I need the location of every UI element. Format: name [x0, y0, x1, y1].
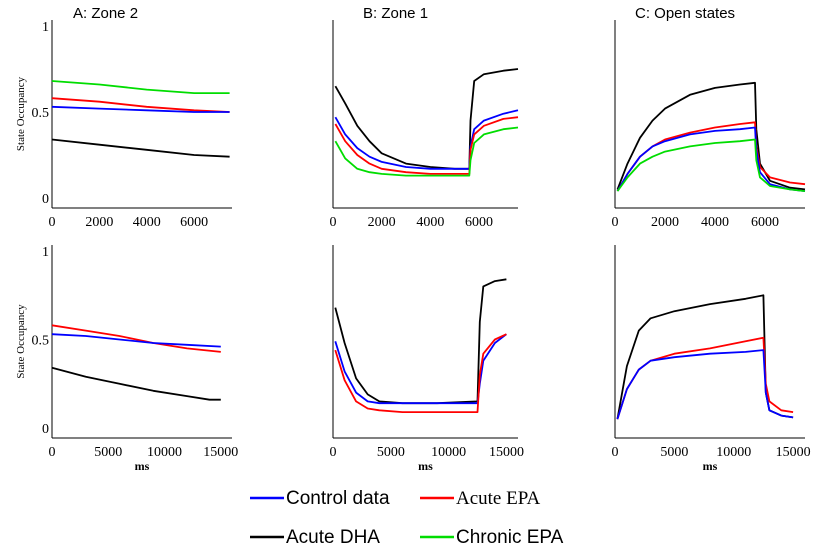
series-line-acute-epa — [334, 116, 519, 175]
panel-B-top: B: Zone 1 0 2000 4000 6000 — [330, 5, 519, 230]
series-line-acute-dha — [51, 138, 230, 158]
x-tick-label: 0 — [612, 445, 619, 460]
x-tick-label: 4000 — [701, 215, 729, 230]
y-tick-label: 0.5 — [32, 106, 50, 121]
series-line-chronic-epa — [334, 126, 519, 177]
x-tick-label: 2000 — [651, 215, 679, 230]
x-tick-label: 0 — [330, 445, 337, 460]
series-line-acute-dha — [616, 81, 806, 191]
series-line-acute-dha — [334, 278, 507, 405]
series-line-control-data — [334, 333, 507, 405]
x-tick-label: 4000 — [133, 215, 161, 230]
y-tick-label: 0 — [42, 422, 49, 437]
legend-label: Acute DHA — [286, 527, 380, 548]
series-line-acute-epa — [616, 336, 794, 420]
x-tick-label: 5000 — [94, 445, 122, 460]
panel-title: C: Open states — [635, 5, 735, 22]
series-line-acute-dha — [51, 366, 221, 401]
series-line-control-data — [51, 105, 230, 113]
legend-item-control-data: Control data — [250, 488, 390, 509]
panel-A-top: A: Zone 2 0 2000 4000 6000 0 0.5 1 State Occupan… — [15, 5, 232, 230]
panel-B-bottom: 0 5000 10000 15000 ms — [330, 245, 524, 473]
panel-title: B: Zone 1 — [363, 5, 428, 22]
x-tick-label: 6000 — [465, 215, 493, 230]
y-tick-label: 1 — [42, 245, 49, 260]
x-tick-label: 2000 — [85, 215, 113, 230]
x-axis-label: ms — [418, 459, 433, 473]
series-line-chronic-epa — [616, 138, 806, 192]
chart-panels: A: Zone 2 0 2000 4000 6000 0 0.5 1 State Occupan… — [15, 5, 811, 473]
legend-label: Control data — [286, 488, 390, 509]
y-axis-label: State Occupancy — [15, 304, 27, 379]
panel-title: A: Zone 2 — [73, 5, 138, 22]
series-line-chronic-epa — [51, 80, 230, 94]
x-tick-label: 15000 — [776, 445, 811, 460]
series-line-acute-epa — [51, 97, 230, 113]
legend-label: Chronic EPA — [456, 527, 564, 548]
series-line-acute-epa — [616, 121, 806, 192]
series-line-control-data — [334, 109, 519, 170]
panel-C-top: C: Open states 0 2000 4000 6000 — [612, 5, 806, 230]
series-line-control-data — [616, 349, 794, 420]
y-tick-label: 0 — [42, 192, 49, 207]
x-tick-label: 10000 — [716, 445, 751, 460]
y-axis-label: State Occupancy — [15, 76, 27, 151]
x-tick-label: 6000 — [751, 215, 779, 230]
x-tick-label: 0 — [49, 445, 56, 460]
x-tick-label: 0 — [330, 215, 337, 230]
y-tick-label: 0.5 — [32, 334, 50, 349]
x-tick-label: 5000 — [377, 445, 405, 460]
legend-item-chronic-epa: Chronic EPA — [420, 527, 564, 548]
series-line-control-data — [616, 126, 806, 192]
x-tick-label: 0 — [612, 215, 619, 230]
x-tick-label: 2000 — [368, 215, 396, 230]
panel-A-bottom: 0 5000 10000 15000 0 0.5 1 State Occupancy ms — [15, 245, 238, 473]
legend-item-acute-epa: Acute EPA — [420, 488, 541, 509]
legend-item-acute-dha: Acute DHA — [250, 527, 380, 548]
legend-label: Acute EPA — [456, 488, 541, 509]
x-tick-label: 10000 — [431, 445, 466, 460]
x-axis-label: ms — [135, 459, 150, 473]
x-tick-label: 15000 — [489, 445, 524, 460]
x-tick-label: 15000 — [203, 445, 238, 460]
x-tick-label: 0 — [49, 215, 56, 230]
series-line-acute-dha — [334, 68, 519, 170]
panel-C-bottom: 0 5000 10000 15000 ms — [612, 245, 811, 473]
y-tick-label: 1 — [42, 20, 49, 35]
x-tick-label: 4000 — [416, 215, 444, 230]
series-line-control-data — [51, 333, 221, 348]
series-line-acute-epa — [334, 333, 507, 413]
x-tick-label: 5000 — [660, 445, 688, 460]
x-axis-label: ms — [703, 459, 718, 473]
legend: Control data Acute EPA Acute DHA Chronic EP… — [250, 488, 564, 548]
x-tick-label: 10000 — [147, 445, 182, 460]
x-tick-label: 6000 — [180, 215, 208, 230]
series-line-acute-epa — [51, 324, 221, 353]
